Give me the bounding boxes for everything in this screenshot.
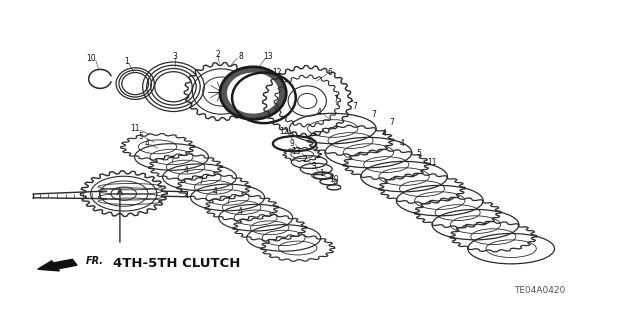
Text: 12: 12 [272,68,282,77]
Text: 7: 7 [389,118,394,127]
Text: FR.: FR. [86,256,104,266]
Text: 7: 7 [225,197,230,206]
Text: 4: 4 [144,138,149,148]
Text: 7: 7 [371,110,376,119]
Text: 11: 11 [428,158,437,167]
Text: 12: 12 [279,127,289,136]
Text: 4TH-5TH CLUTCH: 4TH-5TH CLUTCH [113,257,240,270]
Text: 1: 1 [319,169,324,178]
Text: 4: 4 [316,108,321,116]
Text: 3: 3 [172,52,177,61]
Text: 7: 7 [333,95,339,104]
Text: 6: 6 [327,68,332,77]
Text: 2: 2 [303,155,308,164]
Text: 2: 2 [216,50,220,59]
Text: 10: 10 [86,54,95,63]
Text: 7: 7 [198,176,204,186]
Text: 10: 10 [329,175,339,184]
Text: 4: 4 [184,166,189,175]
Text: 13: 13 [263,52,273,61]
Ellipse shape [228,73,278,113]
Text: 9: 9 [289,138,294,148]
Text: 11: 11 [131,124,140,133]
Text: 1: 1 [124,57,129,66]
Text: 4: 4 [381,129,386,138]
Text: 8: 8 [239,52,243,61]
Text: 5: 5 [138,132,143,141]
Text: 4: 4 [238,207,243,216]
Ellipse shape [220,67,286,119]
Text: 7: 7 [352,102,357,111]
Text: 4: 4 [212,187,218,196]
Text: TE04A0420: TE04A0420 [514,286,566,295]
Text: 5: 5 [417,149,421,158]
Text: 7: 7 [170,156,175,165]
Text: 4: 4 [399,139,404,148]
FancyArrow shape [38,259,77,271]
Text: 13: 13 [292,147,301,156]
Text: 3: 3 [311,162,316,171]
